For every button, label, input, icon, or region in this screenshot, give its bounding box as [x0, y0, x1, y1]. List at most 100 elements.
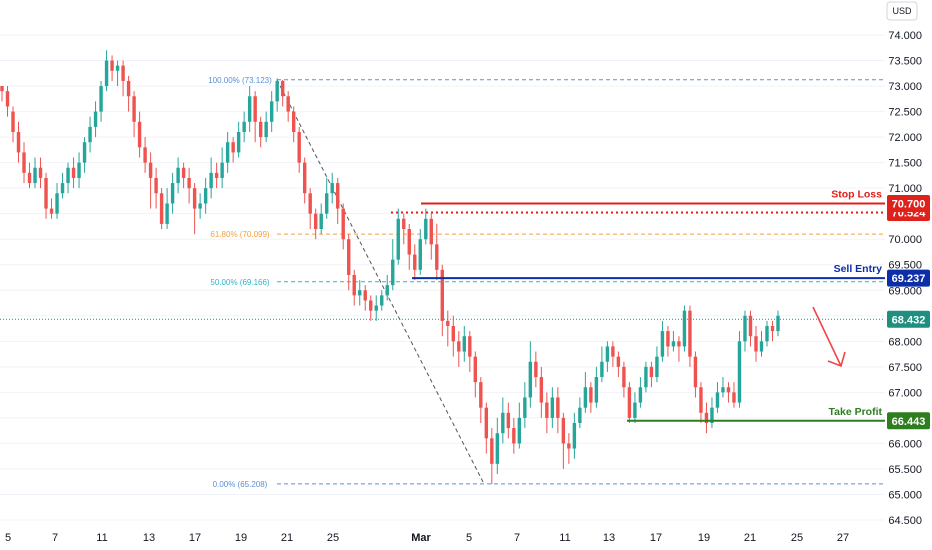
time-tick-label: 7	[514, 532, 520, 544]
candle-body	[258, 121, 263, 138]
candle-body	[126, 80, 131, 97]
candle-body	[363, 290, 367, 301]
grid	[0, 34, 885, 521]
stop-loss-label: Stop Loss	[831, 188, 882, 200]
candle-body	[165, 203, 169, 224]
candle-body	[385, 285, 389, 296]
candle-body	[710, 407, 714, 423]
candle-body	[297, 132, 301, 163]
arrow-head	[827, 351, 846, 368]
candle-body	[534, 361, 538, 378]
currency-badge[interactable]: USD	[886, 1, 918, 21]
candle-body	[677, 341, 681, 347]
candle-body	[446, 320, 450, 326]
candle-body	[313, 213, 318, 229]
candle-body	[660, 331, 665, 357]
price-tick-label: 69.000	[888, 285, 922, 297]
candle-body	[22, 152, 26, 173]
candle-body	[203, 188, 208, 204]
price-tick-label: 70.000	[888, 234, 922, 246]
candle-body	[264, 121, 268, 138]
candle-body	[638, 387, 643, 403]
candle-body	[49, 208, 54, 214]
candle-body	[407, 229, 411, 255]
price-tick-label: 65.000	[888, 489, 922, 501]
price-tick-label: 67.500	[888, 362, 922, 374]
candle-body	[732, 392, 736, 403]
time-tick-label: 11	[559, 532, 570, 544]
price-tick-label: 73.000	[888, 81, 922, 93]
time-tick-label: 19	[698, 532, 710, 544]
candle-body	[649, 366, 654, 378]
candle-body	[473, 356, 478, 383]
candle-body	[33, 167, 37, 184]
candle-body	[429, 218, 433, 245]
candle-body	[512, 428, 516, 444]
candle-body	[506, 412, 511, 429]
candle-body	[220, 162, 224, 178]
candle-body	[655, 356, 659, 378]
candle-body	[38, 167, 43, 178]
candle-body	[352, 274, 356, 296]
candle-body	[671, 341, 676, 347]
candle-body	[528, 361, 533, 398]
candle-body	[567, 443, 571, 449]
time-tick-label: Mar	[411, 532, 431, 544]
candle-body	[132, 96, 136, 122]
fib-level-label: 0.00% (65.208)	[213, 480, 268, 489]
candle-body	[644, 366, 648, 388]
candle-body	[0, 86, 4, 92]
fibonacci-levels: 100.00% (73.123) 61.80% (70.099) 50.00% (6…	[208, 76, 885, 489]
candle-body	[104, 60, 109, 87]
candle-body	[154, 177, 158, 194]
candle-body	[418, 239, 422, 270]
candle-body	[358, 290, 362, 296]
candle-body	[148, 162, 153, 178]
candle-body	[5, 91, 10, 107]
candle-body	[682, 310, 687, 347]
currency-badge-label: USD	[892, 6, 912, 16]
candle-body	[170, 183, 175, 204]
candle-body	[765, 326, 769, 342]
sell-entry-tag-box	[887, 269, 930, 287]
candle-body	[490, 438, 494, 464]
candle-body	[759, 341, 764, 352]
arrow-shaft	[812, 306, 842, 367]
time-tick-label: 21	[281, 532, 293, 544]
candle-body	[291, 111, 296, 132]
candle-body	[198, 203, 202, 209]
trade-levels: Stop Loss Sell Entry Take Profit	[0, 188, 885, 422]
candle-body	[666, 331, 670, 347]
time-tick-label: 25	[791, 532, 803, 544]
candle-body	[181, 167, 186, 178]
fib-level-label: 100.00% (73.123)	[208, 76, 272, 85]
candle-body	[468, 336, 472, 357]
current-price-tag-box	[887, 310, 930, 328]
price-tick-label: 72.000	[888, 132, 922, 144]
candle-body	[11, 111, 15, 132]
candle-body	[336, 183, 340, 209]
candle-body	[77, 162, 81, 178]
candle-body	[748, 315, 753, 337]
price-tick-label: 64.500	[888, 515, 922, 527]
sell-entry-tag-text: 69.237	[892, 273, 926, 285]
stop-loss-tag-box	[887, 194, 930, 212]
candle-body	[60, 183, 65, 194]
candle-body	[770, 326, 775, 332]
take-profit-label: Take Profit	[829, 406, 883, 418]
candle-body	[754, 336, 758, 352]
candle-body	[93, 111, 98, 127]
time-axis-labels: 5 7 11 13 17 19 21 25 Mar 5 7 11 13 17 19 21 25 27	[5, 532, 849, 544]
candle-body	[286, 96, 290, 112]
time-tick-label: 27	[837, 532, 849, 544]
candle-body	[435, 244, 439, 270]
time-tick-label: 5	[466, 532, 472, 544]
candle-body	[369, 300, 373, 311]
time-tick-label: 13	[603, 532, 615, 544]
candle-body	[715, 392, 720, 408]
candle-body	[82, 142, 87, 163]
candle-body	[627, 387, 632, 418]
candle-body	[187, 177, 191, 189]
